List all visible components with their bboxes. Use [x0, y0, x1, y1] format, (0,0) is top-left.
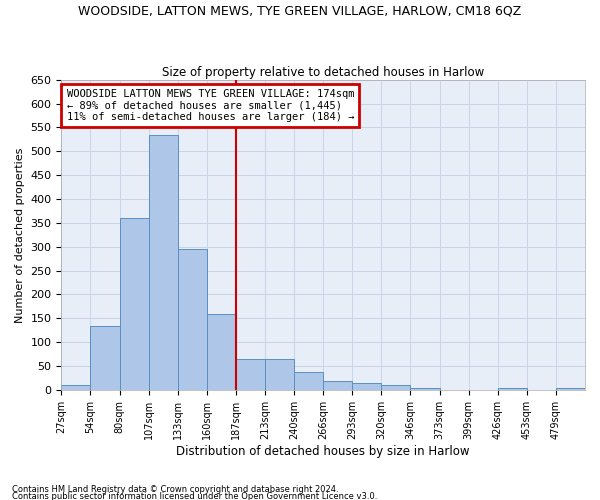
Bar	[91, 326, 119, 390]
Text: WOODSIDE, LATTON MEWS, TYE GREEN VILLAGE, HARLOW, CM18 6QZ: WOODSIDE, LATTON MEWS, TYE GREEN VILLAGE…	[79, 5, 521, 18]
Text: Contains public sector information licensed under the Open Government Licence v3: Contains public sector information licen…	[12, 492, 377, 500]
Bar	[207, 314, 236, 390]
Bar	[498, 388, 527, 390]
Y-axis label: Number of detached properties: Number of detached properties	[15, 147, 25, 322]
Bar	[410, 388, 440, 390]
Bar	[382, 385, 410, 390]
Bar	[294, 372, 323, 390]
Bar	[61, 385, 91, 390]
Bar	[265, 359, 294, 390]
Text: WOODSIDE LATTON MEWS TYE GREEN VILLAGE: 174sqm
← 89% of detached houses are smal: WOODSIDE LATTON MEWS TYE GREEN VILLAGE: …	[67, 89, 354, 122]
Bar	[119, 218, 149, 390]
Bar	[556, 388, 585, 390]
Title: Size of property relative to detached houses in Harlow: Size of property relative to detached ho…	[162, 66, 484, 78]
Bar	[149, 134, 178, 390]
Bar	[236, 359, 265, 390]
Bar	[323, 382, 352, 390]
Bar	[178, 249, 207, 390]
Text: Contains HM Land Registry data © Crown copyright and database right 2024.: Contains HM Land Registry data © Crown c…	[12, 486, 338, 494]
X-axis label: Distribution of detached houses by size in Harlow: Distribution of detached houses by size …	[176, 444, 470, 458]
Bar	[352, 383, 382, 390]
